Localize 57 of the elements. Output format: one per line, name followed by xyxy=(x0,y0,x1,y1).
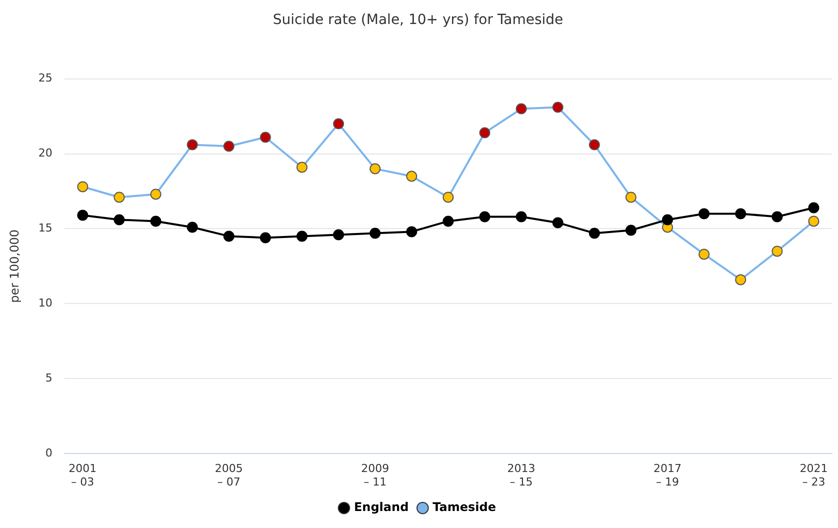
y-tick-label: 25 xyxy=(38,72,52,85)
point xyxy=(333,229,344,240)
point xyxy=(370,228,381,239)
point xyxy=(625,192,636,203)
x-tick-label: 2005 – 07 xyxy=(214,462,243,488)
y-axis-title: per 100,000 xyxy=(7,230,22,303)
point xyxy=(516,211,527,222)
point xyxy=(625,224,636,236)
point xyxy=(114,214,125,226)
point xyxy=(698,248,710,260)
point xyxy=(588,228,600,239)
y-tick-label: 20 xyxy=(38,146,52,160)
point xyxy=(808,216,820,227)
point xyxy=(588,139,600,150)
point xyxy=(77,181,88,192)
point xyxy=(296,162,308,173)
point xyxy=(406,226,418,238)
point xyxy=(442,216,454,227)
point xyxy=(479,127,490,138)
point xyxy=(150,188,162,200)
x-tick-label: 2017 – 19 xyxy=(654,462,682,488)
point xyxy=(735,208,746,220)
y-tick-label: 5 xyxy=(45,372,52,384)
y-tick-label: 15 xyxy=(38,222,52,235)
x-tick-label: 2009 – 11 xyxy=(361,462,390,488)
legend-label: Tameside xyxy=(432,500,496,514)
point xyxy=(77,210,88,221)
point xyxy=(260,132,271,143)
point xyxy=(406,170,418,182)
point xyxy=(698,208,710,220)
point xyxy=(772,211,783,222)
point xyxy=(552,102,564,113)
y-tick-label: 10 xyxy=(38,296,52,310)
point xyxy=(662,214,674,226)
point xyxy=(186,139,198,150)
point xyxy=(223,140,234,152)
point xyxy=(370,163,381,174)
legend-label: England xyxy=(354,500,409,514)
point xyxy=(479,211,490,222)
x-tick-label: 2001 – 03 xyxy=(68,462,97,488)
point xyxy=(114,192,125,203)
chart-title: Suicide rate (Male, 10+ yrs) for Tameside xyxy=(272,12,564,28)
point xyxy=(552,217,564,228)
x-tick-label: 2021 – 23 xyxy=(800,462,828,488)
point xyxy=(260,232,271,244)
y-tick-label: 0 xyxy=(45,446,52,460)
point xyxy=(442,192,454,203)
point xyxy=(223,230,234,242)
point xyxy=(333,118,344,130)
x-tick-label: 2013 – 15 xyxy=(507,462,536,488)
point xyxy=(772,246,783,257)
point xyxy=(808,202,820,214)
point xyxy=(186,222,198,233)
point xyxy=(150,216,162,227)
point xyxy=(516,103,527,114)
point xyxy=(735,274,746,286)
point xyxy=(296,230,308,242)
